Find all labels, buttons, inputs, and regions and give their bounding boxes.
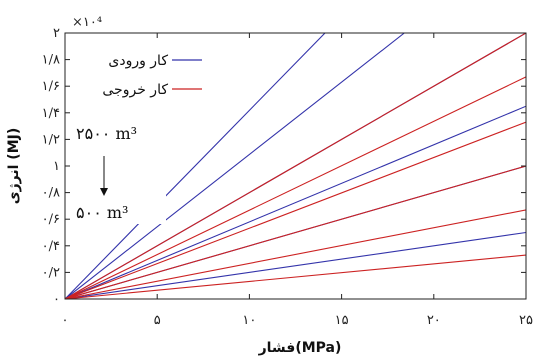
series-0-line-2	[65, 105, 526, 299]
axis-ticks: ۰ ۵ ۱۰ ۱۵ ۲۰ ۲۵ ۰ ۰/۲ ۰/۴ ۰/۶ ۰/۸ ۱ ۱/۲ ۱/۴ ۱/۶ ۱/۸ ۲	[42, 26, 533, 328]
y-multiplier-label: ×۱۰⁴	[72, 15, 102, 30]
x-axis-title: فشار(MPa)	[258, 340, 342, 356]
y-tick-label-10: ۲	[53, 26, 60, 41]
x-tick-label-0: ۰	[62, 313, 69, 328]
x-tick-label-3: ۱۵	[335, 313, 349, 328]
legend: کار ورودی کار خروجی	[80, 42, 240, 98]
series-1-line-0	[65, 254, 526, 299]
x-tick-label-1: ۵	[154, 313, 161, 328]
y-tick-label-8: ۱/۶	[42, 79, 60, 94]
x-tick-label-4: ۲۰	[427, 313, 441, 328]
y-tick-label-6: ۱/۲	[42, 132, 60, 147]
annotation-backdrop	[70, 120, 166, 224]
y-tick-label-9: ۱/۸	[42, 53, 60, 68]
series-1-line-2	[65, 165, 526, 299]
y-axis-title: انرژی (MJ)	[6, 128, 22, 204]
series-1-line-5	[65, 33, 526, 299]
series-lines	[65, 33, 526, 299]
annotation-bottom-volume: ۵۰۰ m³	[76, 203, 128, 222]
y-tick-label-1: ۰/۲	[42, 265, 60, 280]
annotation-top-volume: ۲۵۰۰ m³	[76, 124, 137, 143]
series-1-line-3	[65, 121, 526, 299]
series-0-line-0	[65, 231, 526, 299]
legend-label-output: کار خروجی	[102, 82, 168, 98]
x-tick-label-2: ۱۰	[242, 313, 256, 328]
y-tick-label-7: ۱/۴	[42, 106, 60, 121]
series-0-line-5	[65, 33, 326, 299]
y-tick-label-3: ۰/۶	[42, 212, 60, 227]
y-tick-label-2: ۰/۴	[42, 239, 60, 254]
series-1-line-4	[65, 76, 526, 299]
series-0-line-4	[65, 33, 405, 299]
y-tick-label-0: ۰	[53, 292, 60, 307]
legend-box	[80, 42, 240, 98]
series-1-line-1	[65, 209, 526, 299]
y-tick-label-4: ۰/۸	[42, 186, 60, 201]
x-tick-label-5: ۲۵	[519, 313, 533, 328]
volume-annotation: ۲۵۰۰ m³ ۵۰۰ m³	[70, 120, 166, 224]
legend-label-input: کار ورودی	[108, 53, 168, 69]
y-tick-label-5: ۱	[53, 159, 60, 174]
